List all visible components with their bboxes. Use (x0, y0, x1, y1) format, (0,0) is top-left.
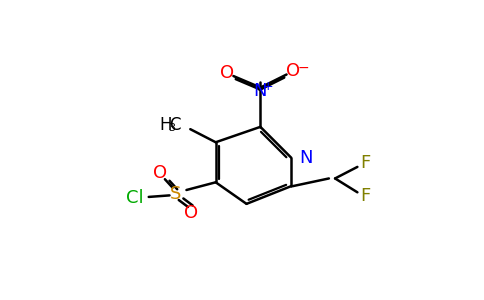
Text: −: − (298, 61, 309, 75)
Text: O: O (153, 164, 167, 182)
Text: F: F (361, 154, 371, 172)
Text: H: H (159, 116, 172, 134)
Text: C: C (169, 116, 181, 134)
Text: S: S (170, 185, 182, 203)
Text: 3: 3 (168, 123, 176, 133)
Text: F: F (361, 187, 371, 205)
Text: O: O (184, 204, 198, 222)
Text: O: O (220, 64, 234, 82)
Text: N: N (299, 149, 312, 167)
Text: O: O (286, 62, 300, 80)
Text: +: + (263, 80, 273, 93)
Text: N: N (254, 82, 267, 100)
Text: Cl: Cl (126, 189, 144, 207)
